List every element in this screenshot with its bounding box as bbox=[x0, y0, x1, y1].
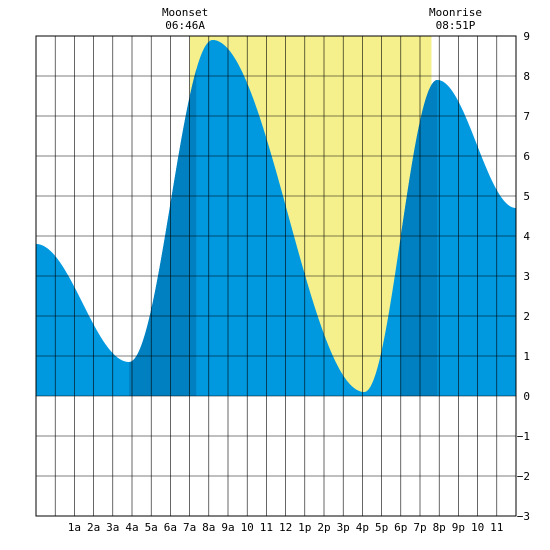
plot-border bbox=[35, 35, 517, 517]
tide-area-dark bbox=[129, 69, 197, 397]
x-tick-label: 12 bbox=[279, 521, 292, 534]
y-tick-label: 9 bbox=[523, 30, 530, 43]
moon-event-label: Moonset bbox=[162, 6, 208, 19]
x-tick-label: 3p bbox=[337, 521, 350, 534]
moon-event-time: 08:51P bbox=[436, 19, 476, 32]
y-tick-label: 4 bbox=[523, 230, 530, 243]
moon-event-time: 06:46A bbox=[165, 19, 205, 32]
tide-area-dark bbox=[400, 80, 438, 396]
x-tick-label: 7p bbox=[413, 521, 426, 534]
x-tick-label: 8p bbox=[433, 521, 446, 534]
x-tick-label: 4a bbox=[125, 521, 138, 534]
x-tick-label: 11 bbox=[490, 521, 503, 534]
x-tick-label: 9p bbox=[452, 521, 465, 534]
y-axis-ticks: −3 −2 −1 0 1 2 3 4 5 6 7 8 9 bbox=[517, 30, 531, 523]
y-tick-label: 5 bbox=[523, 190, 530, 203]
x-tick-label: 6p bbox=[394, 521, 407, 534]
x-tick-label: 4p bbox=[356, 521, 369, 534]
x-tick-label: 2a bbox=[87, 521, 100, 534]
x-tick-label: 10 bbox=[471, 521, 484, 534]
x-tick-label: 5a bbox=[145, 521, 158, 534]
y-tick-label: 1 bbox=[523, 350, 530, 363]
y-tick-label: 3 bbox=[523, 270, 530, 283]
y-tick-label: 8 bbox=[523, 70, 530, 83]
y-tick-label: 2 bbox=[523, 310, 530, 323]
x-tick-label: 3a bbox=[106, 521, 119, 534]
y-tick-label: −1 bbox=[517, 430, 530, 443]
x-tick-label: 10 bbox=[241, 521, 254, 534]
x-tick-label: 9a bbox=[221, 521, 234, 534]
x-tick-label: 5p bbox=[375, 521, 388, 534]
x-tick-label: 11 bbox=[260, 521, 273, 534]
y-tick-label: −2 bbox=[517, 470, 530, 483]
x-tick-label: 1a bbox=[68, 521, 81, 534]
x-tick-label: 1p bbox=[298, 521, 311, 534]
x-tick-label: 8a bbox=[202, 521, 215, 534]
x-tick-label: 7a bbox=[183, 521, 196, 534]
x-tick-label: 2p bbox=[317, 521, 330, 534]
y-tick-label: 7 bbox=[523, 110, 530, 123]
moon-event-label: Moonrise bbox=[429, 6, 482, 19]
tide-area bbox=[36, 40, 516, 397]
y-tick-label: 6 bbox=[523, 150, 530, 163]
y-tick-label: 0 bbox=[523, 390, 530, 403]
grid bbox=[35, 35, 517, 517]
y-tick-label: −3 bbox=[517, 510, 530, 523]
x-tick-label: 6a bbox=[164, 521, 177, 534]
x-axis-ticks: 1a 2a 3a 4a 5a 6a 7a 8a 9a 10 11 12 1p 2p 3p 4p 5p 6p 7p 8p… bbox=[68, 521, 504, 534]
